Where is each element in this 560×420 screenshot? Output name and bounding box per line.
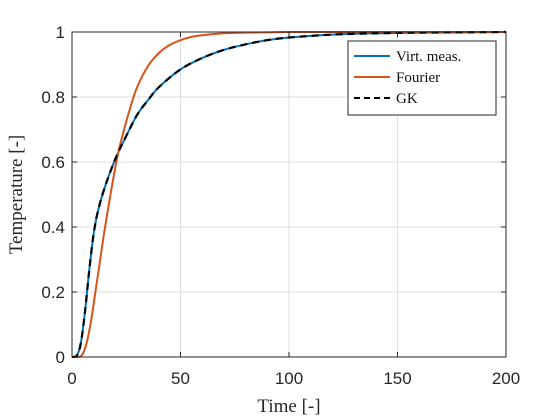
y-tick-label: 0.8 — [41, 88, 65, 107]
legend-label-virt-meas: Virt. meas. — [396, 49, 461, 65]
legend: Virt. meas. Fourier GK — [347, 40, 497, 116]
legend-item-fourier: Fourier — [354, 70, 440, 86]
y-axis-tick-labels: 0 0.2 0.4 0.6 0.8 1 — [41, 23, 65, 367]
x-axis-tick-labels: 0 50 100 150 200 — [67, 369, 520, 388]
y-axis-label: Temperature [-] — [6, 135, 27, 254]
y-tick-label: 0.2 — [41, 283, 65, 302]
x-tick-label: 0 — [67, 369, 76, 388]
x-tick-label: 50 — [171, 369, 190, 388]
legend-label-fourier: Fourier — [396, 70, 440, 86]
legend-item-gk: GK — [354, 91, 418, 107]
x-axis-label: Time [-] — [257, 396, 320, 417]
axis-ticks — [71, 31, 507, 358]
x-tick-label: 100 — [275, 369, 303, 388]
legend-label-gk: GK — [396, 91, 418, 107]
series-line-gk — [71, 30, 507, 359]
y-tick-label: 1 — [56, 23, 65, 42]
legend-item-virt-meas: Virt. meas. — [354, 49, 461, 65]
y-tick-label: 0.4 — [41, 218, 65, 237]
y-tick-label: 0 — [56, 348, 65, 367]
x-tick-label: 200 — [492, 369, 520, 388]
x-tick-label: 150 — [383, 369, 411, 388]
y-tick-label: 0.6 — [41, 153, 65, 172]
